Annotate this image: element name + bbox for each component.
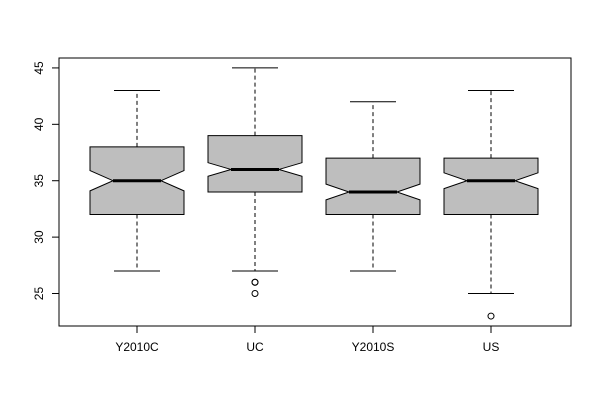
y-tick-label: 25 (32, 287, 46, 301)
y-tick-label: 40 (32, 117, 46, 131)
outlier (251, 278, 259, 286)
y-tick-label: 45 (32, 61, 46, 75)
box (325, 157, 421, 216)
y-tick-label: 30 (32, 230, 46, 244)
plot-frame (58, 57, 572, 327)
x-tick-label: US (483, 340, 500, 354)
x-tick-label: Y2010S (352, 340, 395, 354)
box (443, 157, 539, 216)
outlier (251, 290, 259, 298)
box (207, 135, 303, 193)
outlier (487, 312, 495, 320)
x-tick-label: Y2010C (115, 340, 159, 354)
y-tick-label: 35 (32, 174, 46, 188)
x-tick-label: UC (246, 340, 264, 354)
